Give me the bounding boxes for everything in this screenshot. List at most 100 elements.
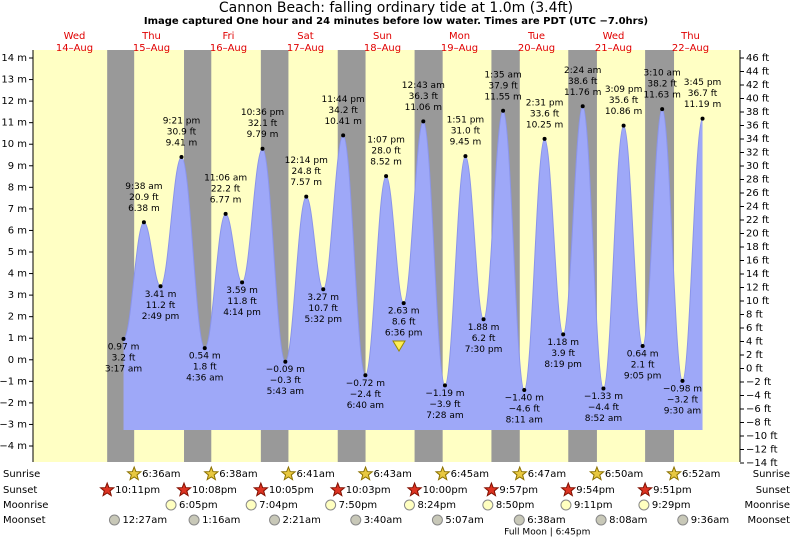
- tide-label: 38.2 ft: [647, 80, 677, 90]
- tide-point: [601, 386, 606, 391]
- y-tick-label: 12 m: [1, 96, 27, 107]
- tide-fill: [123, 106, 703, 430]
- moonrise-time: 6:05pm: [179, 500, 218, 511]
- tide-point: [561, 332, 566, 337]
- moonrise-icon: [638, 499, 650, 511]
- y2-tick-label: 2 ft: [746, 350, 763, 361]
- y2-tick-label: 18 ft: [746, 242, 769, 253]
- tide-label: 0.54 m: [189, 352, 221, 362]
- tide-point: [240, 280, 245, 285]
- row-label: Moonrise: [3, 500, 48, 511]
- tide-label: 9:30 am: [664, 406, 701, 416]
- moonset-time: 2:21am: [283, 515, 321, 526]
- tide-label: 3:09 pm: [605, 85, 643, 95]
- y-tick-label: 7 m: [8, 204, 27, 215]
- chart-subtitle: Image captured One hour and 24 minutes b…: [144, 16, 648, 27]
- y-tick-label: 0 m: [8, 355, 27, 366]
- sunset-icon: [176, 481, 192, 497]
- tide-label: 5:43 am: [267, 387, 304, 397]
- tide-label: 11.76 m: [564, 88, 601, 98]
- current-time-marker: [392, 340, 406, 352]
- moonset-icon: [677, 514, 689, 526]
- tide-label: 3:10 am: [643, 69, 680, 79]
- y2-tick-label: −8 ft: [746, 418, 771, 429]
- tide-label: −0.09 m: [266, 365, 305, 375]
- tide-label: 34.2 ft: [328, 106, 358, 116]
- y-tick-label: −1 m: [0, 376, 27, 387]
- tide-label: −1.33 m: [584, 392, 623, 402]
- y-tick-label: −2 m: [0, 398, 27, 409]
- day-date: 18–Aug: [364, 43, 401, 54]
- tide-label: 4:36 am: [186, 374, 223, 384]
- row-label: Moonset: [3, 515, 46, 526]
- y2-tick-label: 40 ft: [746, 94, 769, 105]
- tide-point: [384, 174, 389, 179]
- tide-label: 3:17 am: [105, 364, 142, 374]
- tide-point: [421, 119, 426, 124]
- y-tick-label: 9 m: [8, 161, 27, 172]
- y-tick-label: 8 m: [8, 182, 27, 193]
- y-tick-label: 4 m: [8, 269, 27, 280]
- tide-label: 9.45 m: [450, 138, 482, 148]
- moonrise-time: 9:11pm: [574, 500, 613, 511]
- sunset-icon: [406, 481, 423, 497]
- row-label: Sunset: [3, 485, 37, 496]
- tide-label: 12:14 pm: [285, 156, 328, 166]
- tide-label: 10.86 m: [605, 107, 642, 117]
- tide-point: [640, 343, 645, 348]
- tide-label: 11:06 am: [204, 173, 247, 183]
- sunset-time: 10:08pm: [192, 485, 237, 496]
- sunset-icon: [99, 481, 116, 497]
- tide-point: [202, 346, 207, 351]
- sunrise-icon: [203, 465, 220, 481]
- y2-tick-label: −4 ft: [746, 391, 771, 402]
- tide-point: [580, 104, 585, 109]
- moonset-time: 3:40am: [364, 515, 402, 526]
- y2-tick-label: 24 ft: [746, 202, 769, 213]
- moonrise-icon: [165, 499, 177, 511]
- moonrise-time: 8:24pm: [417, 500, 456, 511]
- row-label: Sunrise: [3, 469, 40, 480]
- tide-label: −1.40 m: [505, 393, 544, 403]
- moonset-time: 5:07am: [445, 515, 483, 526]
- day-date: 19–Aug: [441, 43, 478, 54]
- tide-label: 9.41 m: [166, 138, 198, 148]
- moonset-time: 1:16am: [202, 515, 240, 526]
- sunset-icon: [252, 481, 269, 497]
- row-label: Moonset: [748, 515, 791, 526]
- sunset-icon: [637, 481, 654, 497]
- moonrise-icon: [482, 499, 494, 511]
- tide-line: [123, 105, 704, 391]
- tide-label: 20.9 ft: [129, 193, 159, 203]
- tide-label: 8.6 ft: [392, 318, 416, 328]
- y2-tick-label: 26 ft: [746, 188, 769, 199]
- tide-label: 10.7 ft: [309, 304, 339, 314]
- tide-label: 10:36 pm: [241, 108, 284, 118]
- moonrise-time: 7:50pm: [339, 500, 378, 511]
- tide-label: −3.9 ft: [429, 400, 461, 410]
- tide-label: −2.4 ft: [350, 390, 382, 400]
- tide-label: 2:49 pm: [142, 312, 180, 322]
- tide-label: 10.25 m: [526, 120, 563, 130]
- y2-tick-label: 4 ft: [746, 337, 763, 348]
- tide-label: 9:05 pm: [624, 371, 662, 381]
- y2-tick-label: −10 ft: [746, 431, 778, 442]
- tide-label: 8.52 m: [370, 158, 402, 168]
- tide-label: 3.2 ft: [112, 353, 136, 363]
- y-tick-label: −3 m: [0, 419, 27, 430]
- tide-label: 2.1 ft: [631, 360, 655, 370]
- day-date: 22–Aug: [672, 43, 709, 54]
- sunset-time: 9:57pm: [499, 485, 538, 496]
- day-date: 15–Aug: [133, 43, 170, 54]
- tide-label: 37.9 ft: [488, 81, 518, 91]
- day-weekday: Thu: [141, 31, 161, 42]
- moonset-time: 8:08am: [609, 515, 647, 526]
- tide-curve-layer: [123, 105, 704, 430]
- y-tick-label: 14 m: [1, 53, 27, 64]
- tide-point: [283, 359, 288, 364]
- y-tick-label: 2 m: [8, 312, 27, 323]
- tide-label: 11.8 ft: [227, 297, 257, 307]
- tide-point: [341, 133, 346, 138]
- day-weekday: Wed: [603, 31, 625, 42]
- tide-label: 3.59 m: [226, 286, 258, 296]
